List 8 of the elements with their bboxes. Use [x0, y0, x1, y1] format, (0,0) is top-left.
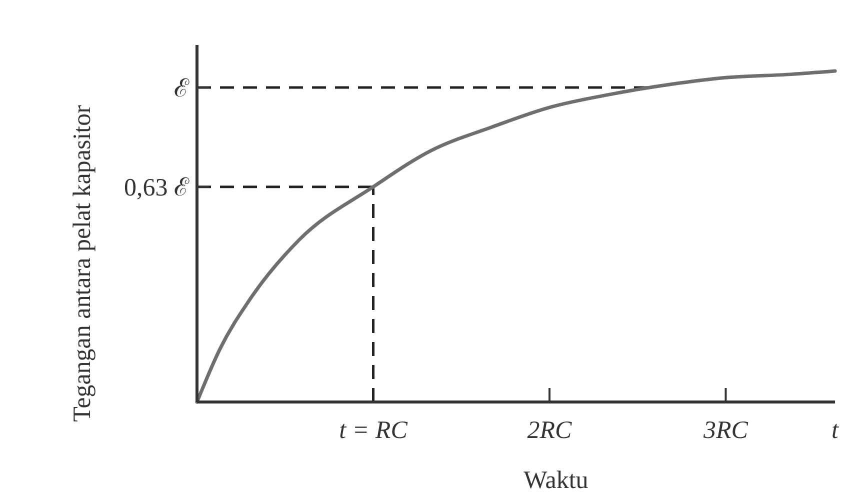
y-axis-title: Tegangan antara pelat kapasitor — [69, 104, 96, 422]
x-tick-label: 2RC — [527, 417, 572, 444]
x-tick-label: 3RC — [702, 417, 748, 444]
ref-line-label: 0,63 ℰ — [124, 174, 190, 202]
x-tick-label: t — [832, 417, 840, 444]
ref-line-label: ℰ — [174, 75, 190, 102]
x-axis-title: Waktu — [524, 467, 589, 494]
x-tick-label: t = RC — [339, 417, 408, 444]
